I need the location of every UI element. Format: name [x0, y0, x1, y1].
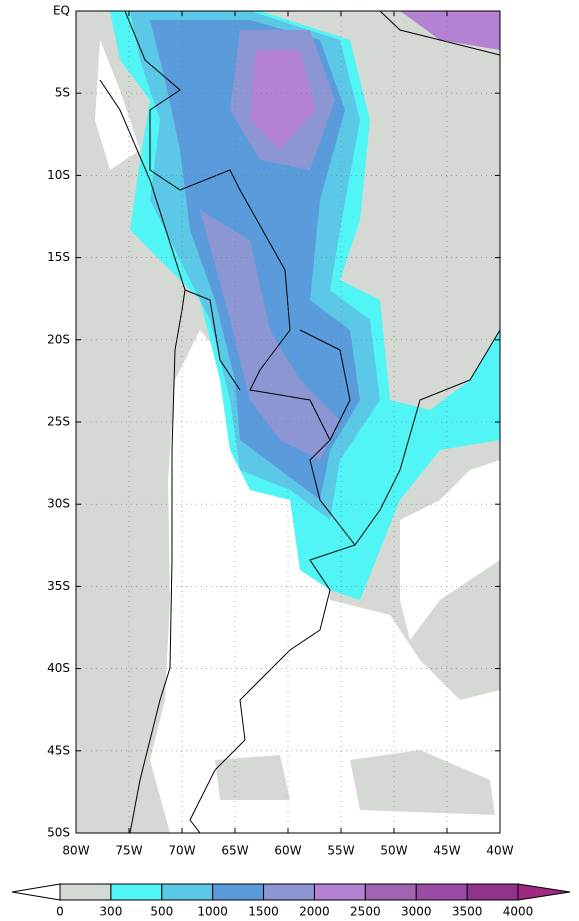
lat-label: 20S	[47, 332, 70, 346]
lon-label: 55W	[327, 844, 354, 858]
colorbar-extend-low	[11, 883, 61, 901]
coastline	[379, 11, 500, 56]
field-patch	[350, 750, 495, 815]
colorbar-swatch	[263, 883, 315, 901]
border	[124, 11, 356, 546]
field-band	[250, 50, 315, 150]
low-field	[95, 40, 140, 170]
lat-label: 35S	[47, 579, 70, 593]
lon-label: 80W	[62, 844, 89, 858]
lat-label: 10S	[47, 168, 70, 182]
lat-label: EQ	[53, 4, 70, 18]
map-field	[76, 11, 500, 833]
lon-label: 65W	[221, 844, 248, 858]
lat-label: 15S	[47, 250, 70, 264]
colorbar-extend-high	[517, 883, 571, 901]
axes: EQ 5S 10S 15S 20S 25S 30S 35S 40S 45S 50S 80W 75W 70W…	[47, 4, 514, 858]
colorbar-label: 2500	[350, 905, 381, 919]
colorbar-swatch	[415, 883, 468, 901]
lat-label: 45S	[47, 743, 70, 757]
colorbar-label: 2000	[299, 905, 330, 919]
lat-label: 40S	[47, 661, 70, 675]
colorbar-label: 1000	[197, 905, 228, 919]
coastline	[189, 329, 500, 833]
colorbar-swatch	[313, 883, 366, 901]
colorbar-swatch	[161, 883, 214, 901]
colorbar-swatch	[466, 883, 519, 901]
lat-label: 5S	[55, 86, 70, 100]
colorbar-swatch	[212, 883, 265, 901]
colorbar-label: 0	[56, 905, 64, 919]
colorbar-swatch	[59, 883, 112, 901]
field-band	[400, 11, 500, 50]
colorbar-swatch	[110, 883, 163, 901]
colorbar-label: 300	[99, 905, 122, 919]
lon-label: 70W	[168, 844, 195, 858]
lat-label: 30S	[47, 497, 70, 511]
low-field	[400, 460, 500, 640]
lat-label: 25S	[47, 415, 70, 429]
lon-label: 40W	[486, 844, 513, 858]
lon-label: 45W	[433, 844, 460, 858]
field-band	[200, 210, 340, 460]
lon-label: 50W	[380, 844, 407, 858]
lon-label: 75W	[115, 844, 142, 858]
colorbar-label: 4000	[503, 905, 534, 919]
lat-label: 50S	[47, 826, 70, 840]
colorbar-swatch	[364, 883, 417, 901]
lon-label: 60W	[274, 844, 301, 858]
coastline	[99, 79, 186, 833]
colorbar-label: 3000	[401, 905, 432, 919]
field-patch	[215, 755, 290, 800]
grid	[76, 11, 500, 833]
colorbar-label: 3500	[452, 905, 483, 919]
colorbar-label: 500	[150, 905, 173, 919]
colorbar-label: 1500	[248, 905, 279, 919]
colorbar: 0 300 500 1000 1500 2000 2500 3000 3500 4000	[11, 883, 571, 919]
